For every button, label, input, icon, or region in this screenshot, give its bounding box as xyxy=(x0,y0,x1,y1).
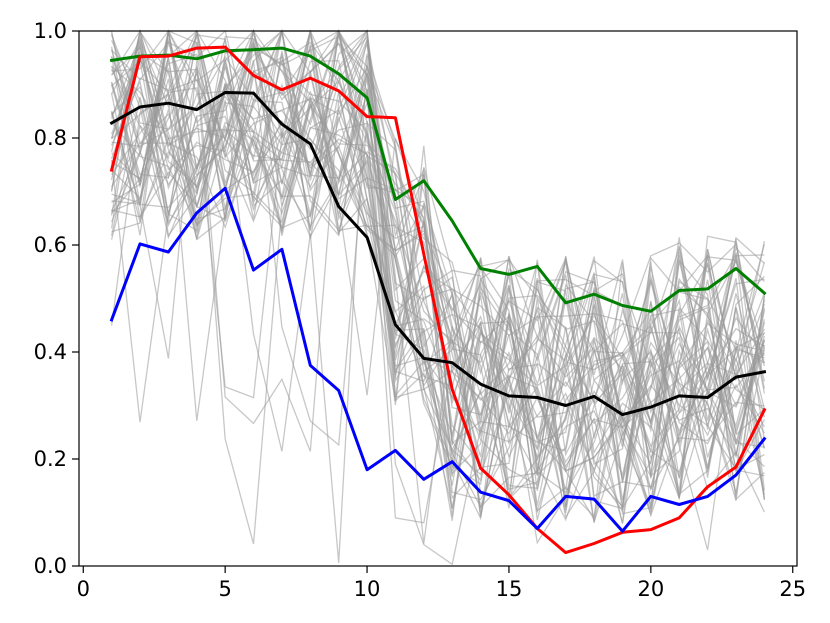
series-line-2 xyxy=(109,45,767,555)
background-trace xyxy=(110,56,765,563)
y-tick-label: 1.0 xyxy=(34,19,67,43)
background-trace xyxy=(111,29,766,509)
y-tick-label: 0.0 xyxy=(34,554,67,578)
background-trace xyxy=(110,69,765,545)
background-trace xyxy=(110,60,765,545)
y-tick-label: 0.8 xyxy=(34,126,67,150)
series-line-3 xyxy=(109,91,767,417)
y-tick-label: 0.4 xyxy=(34,340,67,364)
x-axis: 0 5 10 15 20 25 xyxy=(77,566,806,601)
y-tick-label: 0.2 xyxy=(34,447,67,471)
background-trace xyxy=(111,41,765,521)
series-line-4 xyxy=(109,186,767,533)
y-axis: 0.0 0.2 0.4 0.6 0.8 1.0 xyxy=(34,19,79,578)
main-series-group xyxy=(109,45,767,555)
x-tick-label: 20 xyxy=(637,577,664,601)
series-line-1 xyxy=(109,46,767,313)
background-trace xyxy=(111,30,766,501)
background-trace xyxy=(110,30,766,507)
background-trace xyxy=(111,29,766,501)
background-trace xyxy=(111,74,765,518)
x-tick-label: 5 xyxy=(218,577,231,601)
background-trace xyxy=(110,35,765,510)
x-tick-label: 25 xyxy=(779,577,806,601)
y-tick-label: 0.6 xyxy=(34,233,67,257)
plot-frame xyxy=(78,30,798,567)
background-trace xyxy=(110,31,765,551)
x-tick-label: 10 xyxy=(354,577,381,601)
background-trace xyxy=(110,34,766,491)
background-trace xyxy=(110,29,765,473)
background-trace xyxy=(111,29,765,524)
background-trace xyxy=(111,29,766,492)
x-tick-label: 0 xyxy=(77,577,90,601)
x-tick-label: 15 xyxy=(496,577,523,601)
